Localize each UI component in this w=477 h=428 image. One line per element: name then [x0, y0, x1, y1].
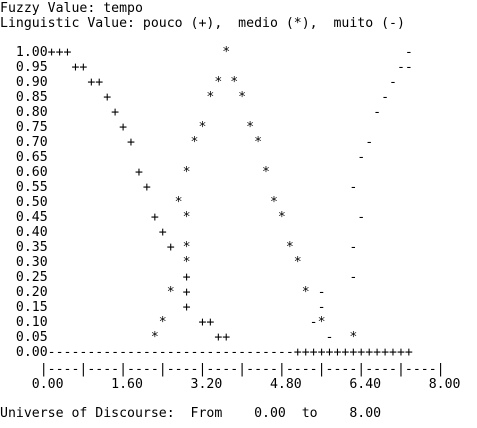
plot-row-0-05: 0.05 * ++ - *: [0, 330, 358, 345]
linguistic-value-line: Linguistic Value: pouco (+), medio (*), …: [0, 16, 405, 31]
plot-row-0-70: 0.70 + * * -: [0, 135, 374, 150]
plot-row-0-20: 0.20 * + * -: [0, 285, 326, 300]
plot-row-0-15: 0.15 + -: [0, 300, 326, 315]
plot-row-0-85: 0.85 + * * -: [0, 90, 390, 105]
plot-row-1-00: 1.00+++ * -: [0, 45, 413, 60]
plot-row-0-55: 0.55 + -: [0, 180, 358, 195]
plot-row-0-60: 0.60 + * *: [0, 165, 270, 180]
x-axis-labels: 0.00 1.60 3.20 4.80 6.40 8.00: [0, 377, 461, 392]
plot-row-0-50: 0.50 * *: [0, 195, 278, 210]
plot-row-0-25: 0.25 + -: [0, 270, 358, 285]
fuzzy-value-line: Fuzzy Value: tempo: [0, 1, 143, 16]
plot-row-0-10: 0.10 * ++ -*: [0, 315, 326, 330]
plot-row-0-65: 0.65 -: [0, 150, 366, 165]
plot-row-0-90: 0.90 ++ * * -: [0, 75, 397, 90]
plot-row-0-95: 0.95 ++ --: [0, 60, 413, 75]
plot-row-0-45: 0.45 + * * -: [0, 210, 366, 225]
plot-row-0-00: 0.00-------------------------------+++++…: [0, 345, 413, 360]
plot-row-0-35: 0.35 + * * -: [0, 240, 358, 255]
universe-of-discourse-line: Universe of Discourse: From 0.00 to 8.00: [0, 406, 382, 421]
plot-row-0-30: 0.30 * *: [0, 255, 302, 270]
plot-row-0-40: 0.40 +: [0, 225, 167, 240]
plot-row-0-80: 0.80 + -: [0, 105, 382, 120]
plot-row-0-75: 0.75 + * *: [0, 120, 255, 135]
x-axis-ticks: |----|----|----|----|----|----|----|----…: [0, 362, 445, 377]
